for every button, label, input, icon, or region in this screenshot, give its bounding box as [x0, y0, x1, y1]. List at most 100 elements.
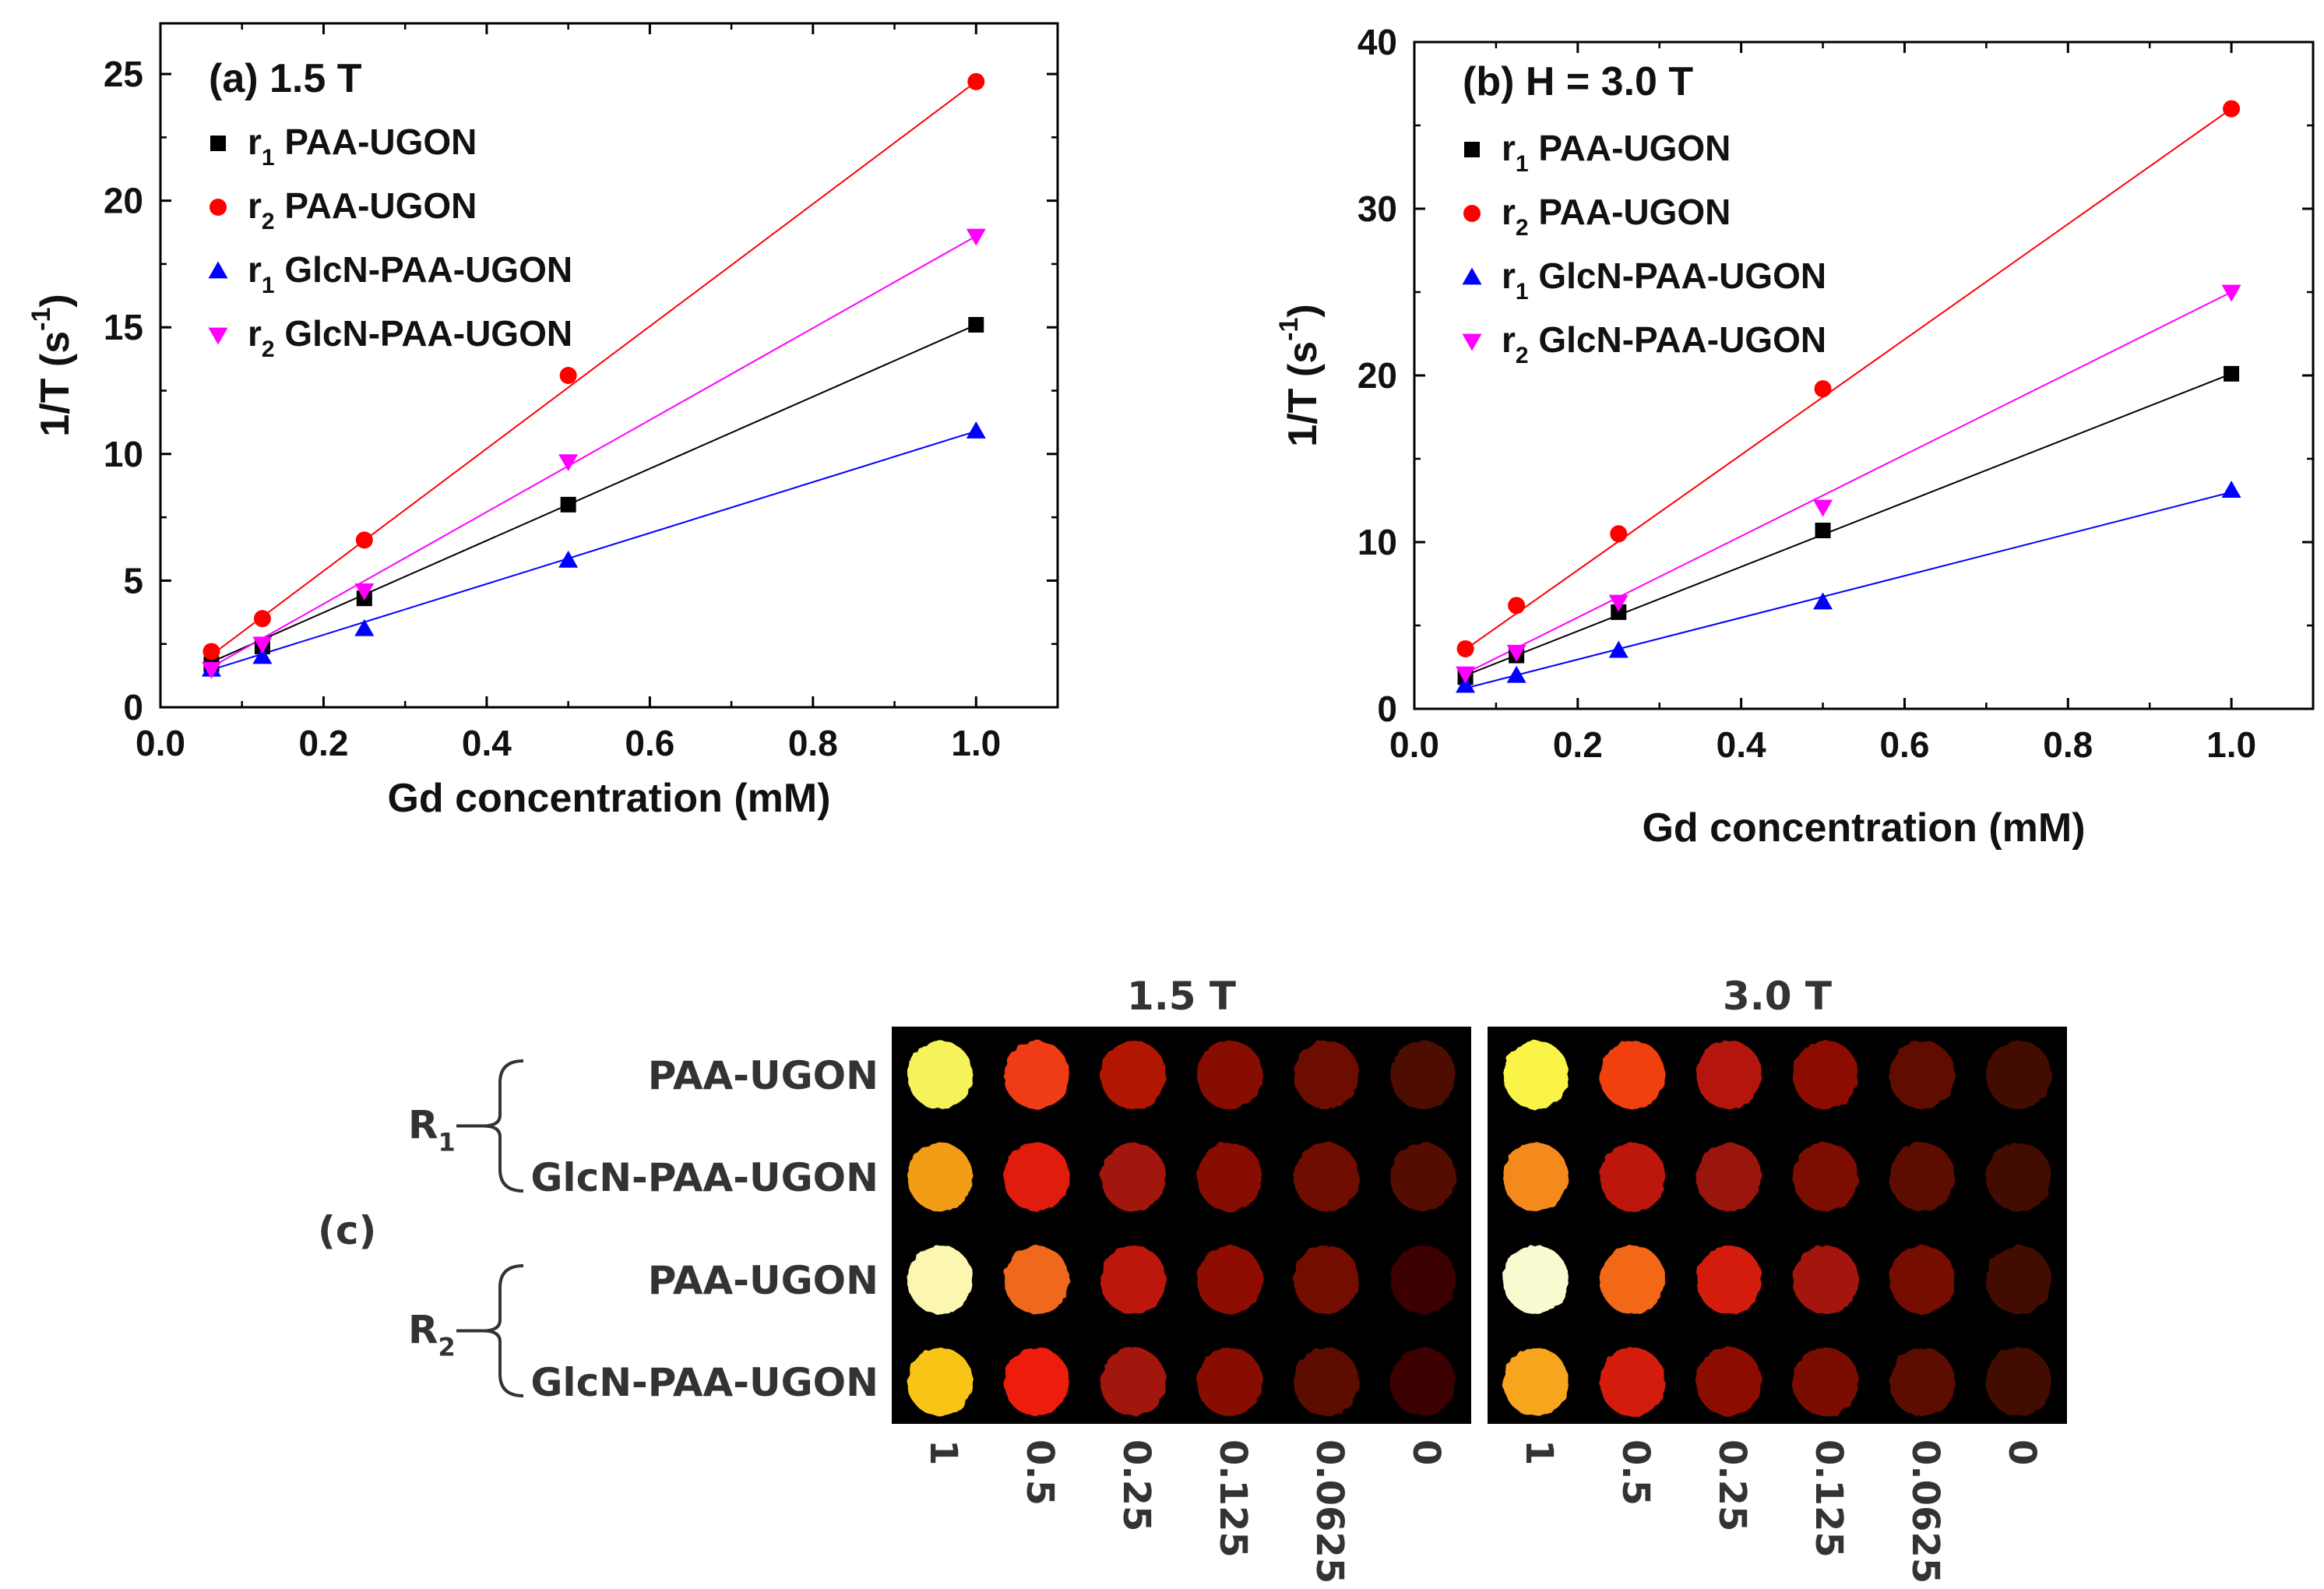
y-tick-label: 5 [123, 560, 143, 601]
phantom-spot [907, 1143, 973, 1211]
phantom-spot [1889, 1143, 1955, 1211]
phantom-image-background [1488, 1027, 2067, 1424]
data-point-series-3 [1456, 675, 1476, 693]
y-tick-label: 10 [1357, 522, 1397, 562]
legend-prefix: r [1502, 255, 1516, 296]
x-tick-label: 0.4 [1717, 724, 1766, 765]
phantom-spot [1197, 1041, 1262, 1109]
legend-marker-series-4 [208, 327, 228, 345]
field-separator [1471, 1027, 1488, 1424]
chart-panel-a: 0.0 0.2 0.4 0.6 0.8 1.0 0 5 10 15 20 25 Gd concentra… [26, 22, 1059, 821]
phantom-spot [1600, 1245, 1665, 1314]
legend-marker-series-1 [1464, 142, 1480, 157]
legend-prefix: r [1502, 319, 1516, 360]
legend-subscript: 1 [262, 273, 275, 298]
legend-subscript: 2 [1516, 215, 1529, 241]
phantom-spot [1004, 1245, 1069, 1314]
x-tick-label: 0.4 [462, 723, 512, 763]
data-point-series-1 [968, 316, 984, 333]
legend-prefix: r [248, 313, 262, 354]
phantom-spot [1100, 1348, 1166, 1416]
phantom-spot [1197, 1143, 1262, 1211]
phantom-spot [907, 1348, 973, 1416]
legend-subscript: 1 [1516, 279, 1529, 305]
panel-label: (c) [318, 1208, 376, 1253]
data-point-series-2 [253, 610, 271, 628]
data-point-series-2 [1814, 380, 1832, 398]
data-point-series-3 [252, 647, 273, 664]
row-label: PAA-UGON [648, 1053, 879, 1098]
group-label-main: R [408, 1308, 438, 1353]
data-point-series-4 [2221, 284, 2241, 302]
y-tick-label: 0 [123, 687, 143, 728]
y-tick-label: 25 [104, 54, 143, 94]
x-tick-label: 0.2 [1553, 724, 1603, 765]
data-point-series-1 [560, 496, 576, 513]
phantom-image-background [892, 1027, 1471, 1424]
data-point-series-4 [1456, 666, 1476, 684]
panel-label: (b) H = 3.0 T [1463, 59, 1693, 104]
legend-marker-series-2 [1463, 205, 1481, 222]
phantom-spot [1793, 1245, 1858, 1314]
data-point-series-4 [1608, 594, 1629, 612]
legend-prefix: r [248, 249, 262, 290]
legend-subscript: 2 [262, 336, 275, 362]
phantom-spot [1600, 1143, 1665, 1211]
x-tick-label: 0.6 [625, 723, 674, 763]
y-tick-label: 20 [104, 181, 143, 221]
fit-line-series-1 [1460, 372, 2232, 678]
legend-label-series-2: r2 PAA-UGON [1502, 192, 1731, 241]
legend-prefix: r [248, 185, 262, 226]
legend-subscript: 2 [262, 209, 275, 234]
phantom-spot [1294, 1041, 1359, 1109]
phantom-spot [1197, 1348, 1262, 1416]
phantom-spot [1390, 1143, 1456, 1211]
field-strength-label: 3.0 T [1723, 974, 1832, 1019]
concentration-label: 0.0625 [1308, 1439, 1351, 1584]
legend-marker-series-4 [1462, 333, 1482, 351]
data-point-series-3 [2221, 481, 2241, 499]
legend-label-series-4: r2 GlcN-PAA-UGON [248, 313, 572, 362]
phantom-spot [1197, 1245, 1262, 1314]
data-point-series-2 [559, 367, 577, 385]
data-point-series-4 [252, 636, 273, 654]
concentration-label: 0.125 [1211, 1439, 1255, 1558]
data-point-series-3 [1813, 592, 1833, 610]
legend-name: PAA-UGON [1529, 128, 1731, 168]
phantom-spot [1503, 1143, 1569, 1211]
fit-line-series-3 [206, 430, 977, 672]
phantom-spot [1600, 1041, 1665, 1109]
group-brace [482, 1059, 524, 1193]
legend-name: PAA-UGON [1529, 192, 1731, 232]
concentration-label: 0.25 [1710, 1439, 1754, 1531]
data-point-series-4 [1506, 644, 1526, 662]
data-point-series-4 [558, 454, 579, 472]
legend-label-series-4: r2 GlcN-PAA-UGON [1502, 319, 1826, 368]
phantom-spot [1696, 1245, 1762, 1314]
legend-name: GlcN-PAA-UGON [1529, 319, 1827, 360]
legend-marker-series-1 [210, 136, 226, 151]
data-point-series-3 [1608, 640, 1629, 658]
y-axis-label-main: 1/T (s [33, 331, 78, 437]
data-point-series-4 [354, 583, 375, 601]
legend-label-series-2: r2 PAA-UGON [248, 185, 477, 234]
phantom-spot [1889, 1245, 1955, 1314]
legend-subscript: 1 [262, 145, 275, 171]
fit-line-series-2 [1460, 107, 2232, 654]
x-tick-label: 1.0 [2206, 724, 2256, 765]
legend-marker-series-3 [1462, 267, 1482, 285]
data-point-series-4 [966, 228, 986, 246]
data-point-series-2 [2223, 100, 2241, 118]
row-label: GlcN-PAA-UGON [530, 1360, 879, 1405]
phantom-spot [1100, 1143, 1166, 1211]
group-label: R2 [408, 1308, 456, 1362]
phantom-spot [1100, 1245, 1166, 1314]
phantom-spot [1986, 1245, 2051, 1314]
data-point-series-1 [1611, 604, 1627, 620]
y-axis-label: 1/T (s-1) [26, 294, 78, 436]
data-point-series-2 [355, 531, 373, 549]
phantom-spot [1696, 1348, 1762, 1416]
legend-label-series-3: r1 GlcN-PAA-UGON [248, 249, 572, 298]
panel-label: (a) 1.5 T [209, 56, 362, 101]
